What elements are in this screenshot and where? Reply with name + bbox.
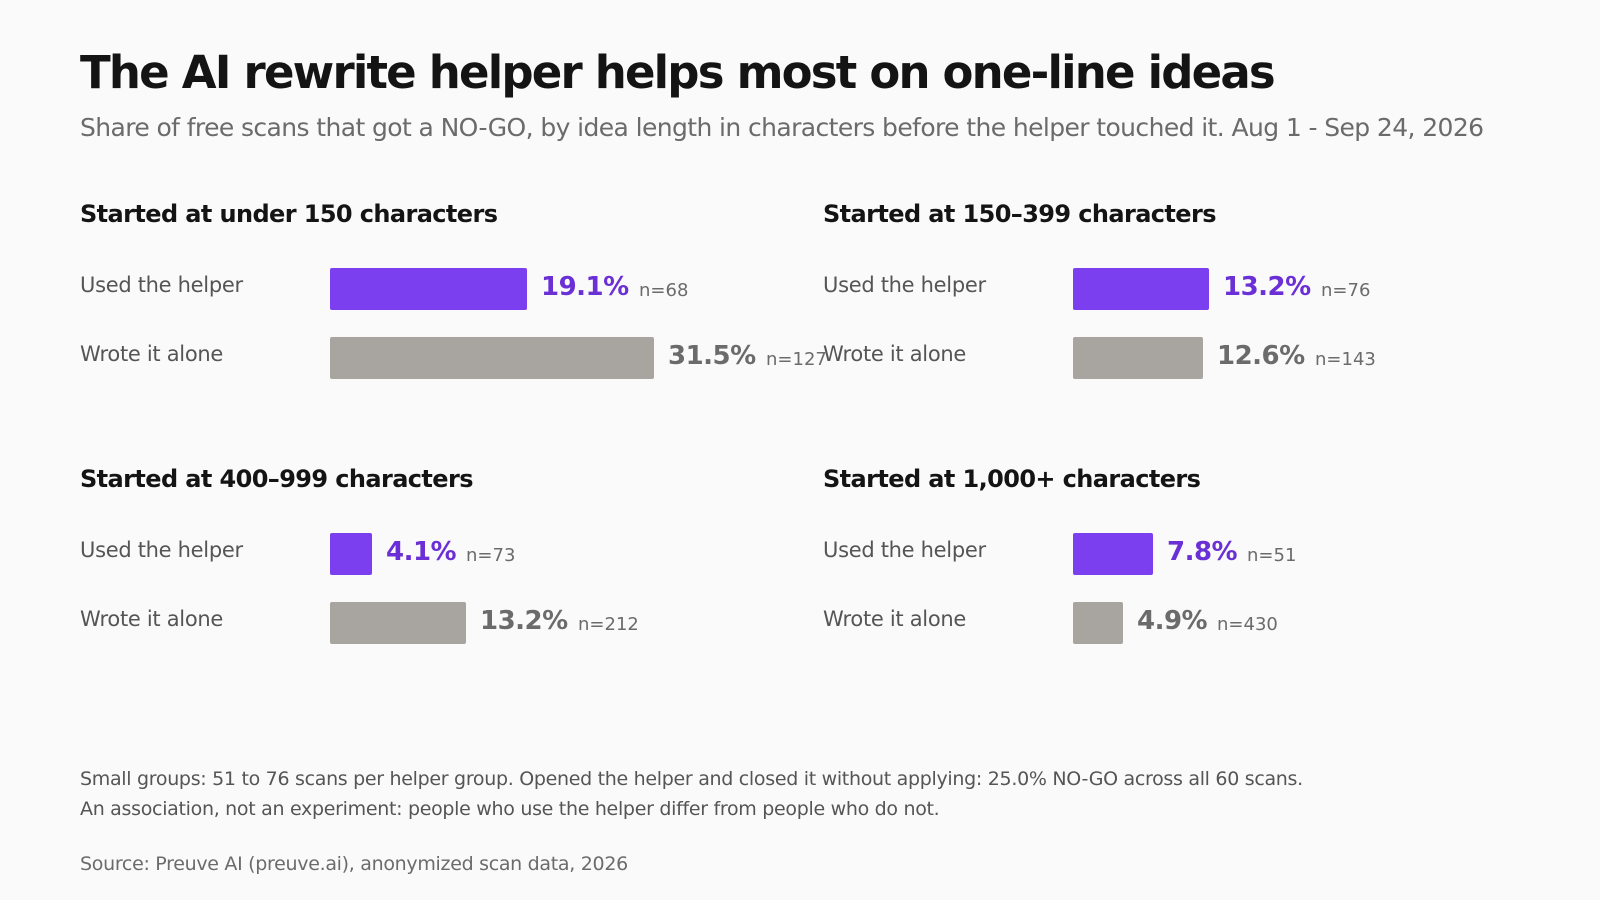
row-label: Used the helper xyxy=(80,538,243,562)
sample-size-label: n=73 xyxy=(466,545,516,566)
bar-helper xyxy=(1073,268,1209,310)
value-label: 12.6% xyxy=(1217,341,1305,371)
value-label: 4.9% xyxy=(1137,606,1208,636)
value-label: 4.1% xyxy=(386,537,457,567)
footnote-small-groups: Small groups: 51 to 76 scans per helper … xyxy=(80,768,1303,790)
bar-row-helper: Used the helper 7.8% n=51 xyxy=(823,533,1563,575)
row-label: Wrote it alone xyxy=(823,342,966,366)
row-label: Wrote it alone xyxy=(80,342,223,366)
bar-alone xyxy=(330,337,654,379)
value-label: 31.5% xyxy=(668,341,756,371)
bar-row-helper: Used the helper 4.1% n=73 xyxy=(80,533,820,575)
sample-size-label: n=430 xyxy=(1217,614,1278,635)
row-label: Used the helper xyxy=(823,273,986,297)
panel-started-at-under-150-characters: Started at under 150 characters Used the … xyxy=(80,200,827,400)
value-label: 19.1% xyxy=(541,272,629,302)
sample-size-label: n=68 xyxy=(639,280,689,301)
bar-row-alone: Wrote it alone 31.5% n=127 xyxy=(80,337,827,379)
footnote-association: An association, not an experiment: peopl… xyxy=(80,798,940,820)
sample-size-label: n=127 xyxy=(766,349,827,370)
bar-helper xyxy=(330,268,527,310)
chart-subtitle: Share of free scans that got a NO-GO, by… xyxy=(80,113,1484,142)
panel-title: Started at 150–399 characters xyxy=(823,200,1216,228)
sample-size-label: n=212 xyxy=(578,614,639,635)
source-note: Source: Preuve AI (preuve.ai), anonymize… xyxy=(80,853,628,875)
panel-title: Started at 1,000+ characters xyxy=(823,465,1201,493)
panel-started-at-400-999-characters: Started at 400–999 characters Used the he… xyxy=(80,465,820,665)
value-label: 7.8% xyxy=(1167,537,1238,567)
panel-started-at-1-000-characters: Started at 1,000+ characters Used the hel… xyxy=(823,465,1563,665)
bar-row-alone: Wrote it alone 12.6% n=143 xyxy=(823,337,1563,379)
chart-title: The AI rewrite helper helps most on one-… xyxy=(80,46,1276,99)
bar-row-helper: Used the helper 19.1% n=68 xyxy=(80,268,820,310)
sample-size-label: n=51 xyxy=(1247,545,1297,566)
row-label: Used the helper xyxy=(823,538,986,562)
panel-title: Started at under 150 characters xyxy=(80,200,498,228)
bar-alone xyxy=(330,602,466,644)
sample-size-label: n=76 xyxy=(1321,280,1371,301)
sample-size-label: n=143 xyxy=(1315,349,1376,370)
bar-row-alone: Wrote it alone 4.9% n=430 xyxy=(823,602,1563,644)
value-label: 13.2% xyxy=(1223,272,1311,302)
bar-row-alone: Wrote it alone 13.2% n=212 xyxy=(80,602,820,644)
row-label: Used the helper xyxy=(80,273,243,297)
panel-started-at-150-399-characters: Started at 150–399 characters Used the he… xyxy=(823,200,1563,400)
row-label: Wrote it alone xyxy=(80,607,223,631)
bar-helper xyxy=(1073,533,1153,575)
row-label: Wrote it alone xyxy=(823,607,966,631)
bar-row-helper: Used the helper 13.2% n=76 xyxy=(823,268,1563,310)
value-label: 13.2% xyxy=(480,606,568,636)
panel-title: Started at 400–999 characters xyxy=(80,465,473,493)
bar-alone xyxy=(1073,337,1203,379)
bar-helper xyxy=(330,533,372,575)
bar-alone xyxy=(1073,602,1123,644)
